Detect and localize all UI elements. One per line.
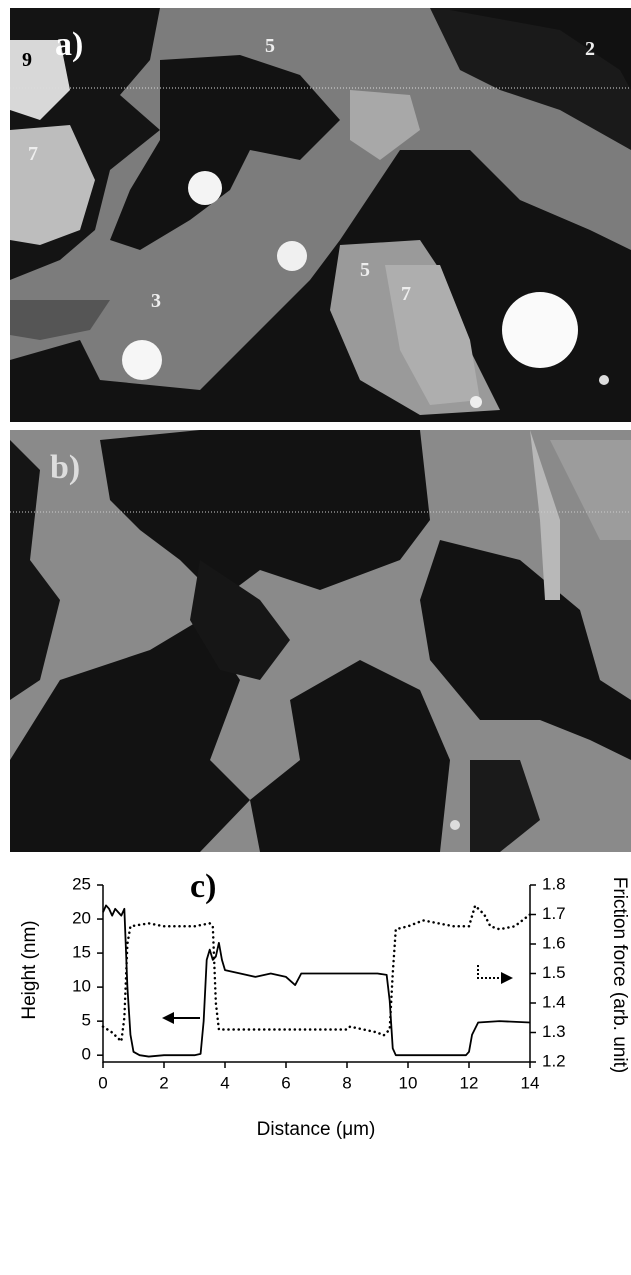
panel-label: b) xyxy=(50,449,80,486)
series-line xyxy=(103,905,530,1056)
y2-tick-label: 1.8 xyxy=(542,874,566,893)
annotation: 9 xyxy=(22,49,32,71)
arrow-right xyxy=(478,965,513,984)
y2-tick-label: 1.6 xyxy=(542,933,566,952)
x-tick-label: 12 xyxy=(460,1073,479,1092)
annotation: 3 xyxy=(151,290,161,312)
chart: c) Distance (μm) Height (nm) Friction fo… xyxy=(19,868,630,1140)
arrow-left xyxy=(162,1012,200,1024)
x-tick-label: 8 xyxy=(342,1073,351,1092)
panel-label: c) xyxy=(190,868,216,905)
y-tick-label: 20 xyxy=(72,909,91,928)
x-tick-label: 2 xyxy=(159,1073,168,1092)
annotation: 5 xyxy=(360,259,370,281)
y2-tick-label: 1.5 xyxy=(542,963,566,982)
y2-tick-label: 1.3 xyxy=(542,1022,566,1041)
y2-tick-label: 1.2 xyxy=(542,1051,566,1070)
x-tick-label: 14 xyxy=(521,1073,540,1092)
annotation: 7 xyxy=(28,143,38,165)
figure: a) 9 5 2 7 3 5 7 b) c) Distance (μm) Hei… xyxy=(0,0,631,1275)
x-axis-label: Distance (μm) xyxy=(257,1119,376,1140)
y-tick-label: 5 xyxy=(82,1011,91,1030)
y-tick-label: 25 xyxy=(72,874,91,893)
x-tick-label: 0 xyxy=(98,1073,107,1092)
y2-tick-label: 1.4 xyxy=(542,992,566,1011)
panel-label: a) xyxy=(55,26,83,63)
page: {"panels": [ {"label": "a)", "annotation… xyxy=(0,0,631,1275)
x-tick-label: 4 xyxy=(220,1073,229,1092)
y2-tick-label: 1.7 xyxy=(542,904,566,923)
annotation: 2 xyxy=(585,38,595,60)
afm-image-a: a) 9 5 2 7 3 5 7 xyxy=(10,8,631,422)
x-tick-label: 10 xyxy=(399,1073,418,1092)
annotation: 5 xyxy=(265,35,275,57)
y-axis-label: Height (nm) xyxy=(19,920,40,1019)
y-tick-label: 0 xyxy=(82,1045,91,1064)
x-tick-label: 6 xyxy=(281,1073,290,1092)
annotation: 7 xyxy=(401,283,411,305)
y2-axis-label: Friction force (arb. unit) xyxy=(609,877,630,1073)
afm-image-b: b) xyxy=(10,430,631,852)
y-tick-label: 10 xyxy=(72,977,91,996)
y-tick-label: 15 xyxy=(72,943,91,962)
